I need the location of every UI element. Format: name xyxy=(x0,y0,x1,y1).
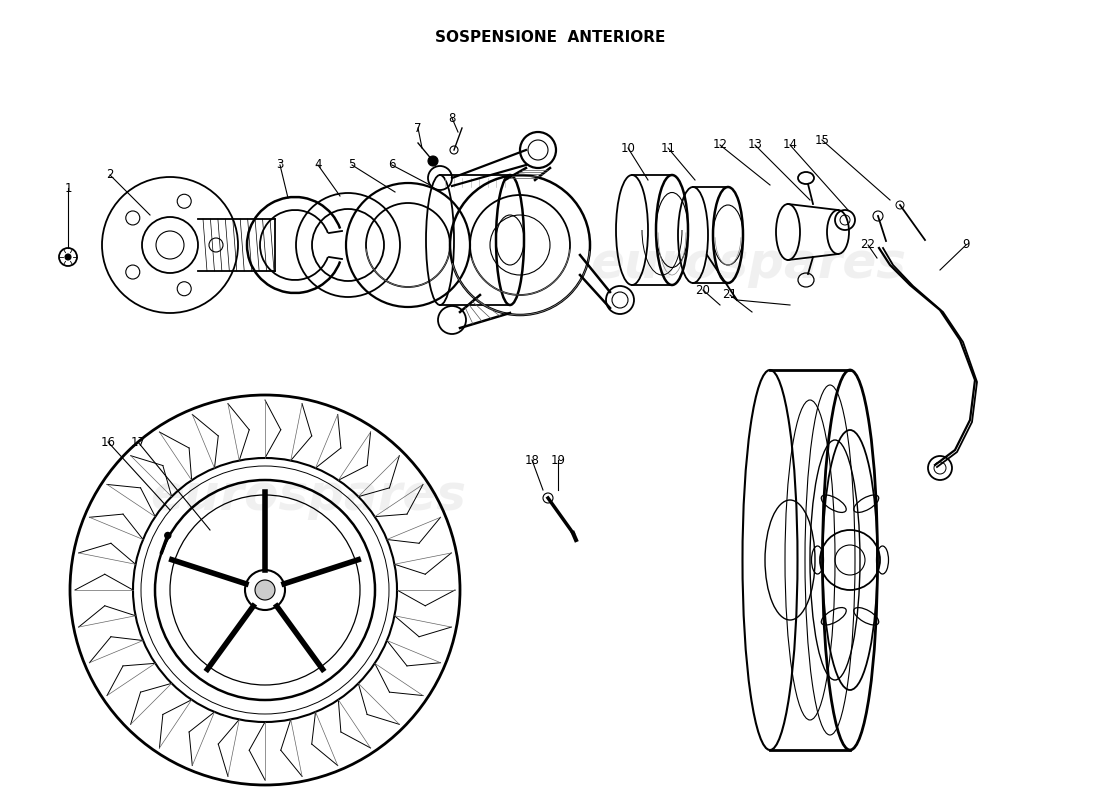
Text: 1: 1 xyxy=(64,182,72,194)
Circle shape xyxy=(428,156,438,166)
Text: 15: 15 xyxy=(815,134,829,146)
Text: 11: 11 xyxy=(660,142,675,154)
Text: eurospares: eurospares xyxy=(590,240,906,288)
Text: 6: 6 xyxy=(388,158,396,171)
Text: eurospares: eurospares xyxy=(150,472,466,520)
Text: 20: 20 xyxy=(695,283,711,297)
Text: 13: 13 xyxy=(748,138,762,151)
Text: 19: 19 xyxy=(550,454,565,466)
Text: 16: 16 xyxy=(100,435,116,449)
Circle shape xyxy=(65,254,72,260)
Text: 9: 9 xyxy=(962,238,970,251)
Text: 21: 21 xyxy=(723,289,737,302)
Text: 18: 18 xyxy=(525,454,539,466)
Text: 14: 14 xyxy=(782,138,797,151)
Text: 3: 3 xyxy=(276,158,284,171)
Text: SOSPENSIONE  ANTERIORE: SOSPENSIONE ANTERIORE xyxy=(434,30,666,45)
Text: 4: 4 xyxy=(315,158,321,171)
Text: 10: 10 xyxy=(620,142,636,154)
Text: 5: 5 xyxy=(349,158,355,171)
Circle shape xyxy=(165,533,170,538)
Text: 22: 22 xyxy=(860,238,876,251)
Text: 7: 7 xyxy=(415,122,421,134)
Circle shape xyxy=(255,580,275,600)
Text: 8: 8 xyxy=(449,111,455,125)
Text: 12: 12 xyxy=(713,138,727,151)
Text: 17: 17 xyxy=(131,435,145,449)
Text: 2: 2 xyxy=(107,169,113,182)
